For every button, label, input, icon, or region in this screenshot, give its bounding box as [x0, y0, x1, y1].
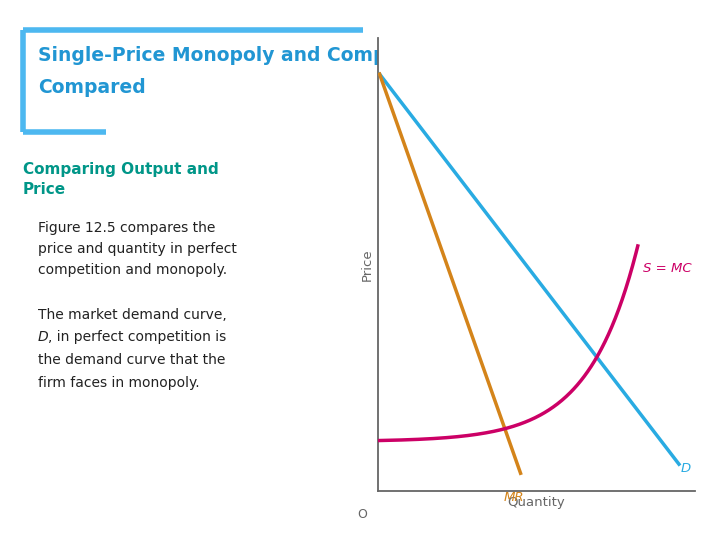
- Text: , in perfect competition is: , in perfect competition is: [48, 330, 226, 345]
- Text: D: D: [38, 330, 48, 345]
- X-axis label: Quantity: Quantity: [508, 496, 565, 509]
- Text: Figure 12.5 compares the
price and quantity in perfect
competition and monopoly.: Figure 12.5 compares the price and quant…: [38, 221, 237, 276]
- Text: the demand curve that the: the demand curve that the: [38, 353, 225, 367]
- Text: O: O: [357, 508, 367, 521]
- Text: firm faces in monopoly.: firm faces in monopoly.: [38, 376, 199, 390]
- Y-axis label: Price: Price: [361, 248, 374, 281]
- Text: MR: MR: [504, 491, 525, 504]
- Text: Comparing Output and
Price: Comparing Output and Price: [23, 162, 218, 197]
- Text: The market demand curve,: The market demand curve,: [38, 308, 227, 322]
- Text: Compared: Compared: [38, 78, 145, 97]
- Text: D: D: [680, 462, 690, 475]
- Text: Single-Price Monopoly and Competition: Single-Price Monopoly and Competition: [38, 46, 456, 65]
- Text: S = MC: S = MC: [642, 262, 691, 275]
